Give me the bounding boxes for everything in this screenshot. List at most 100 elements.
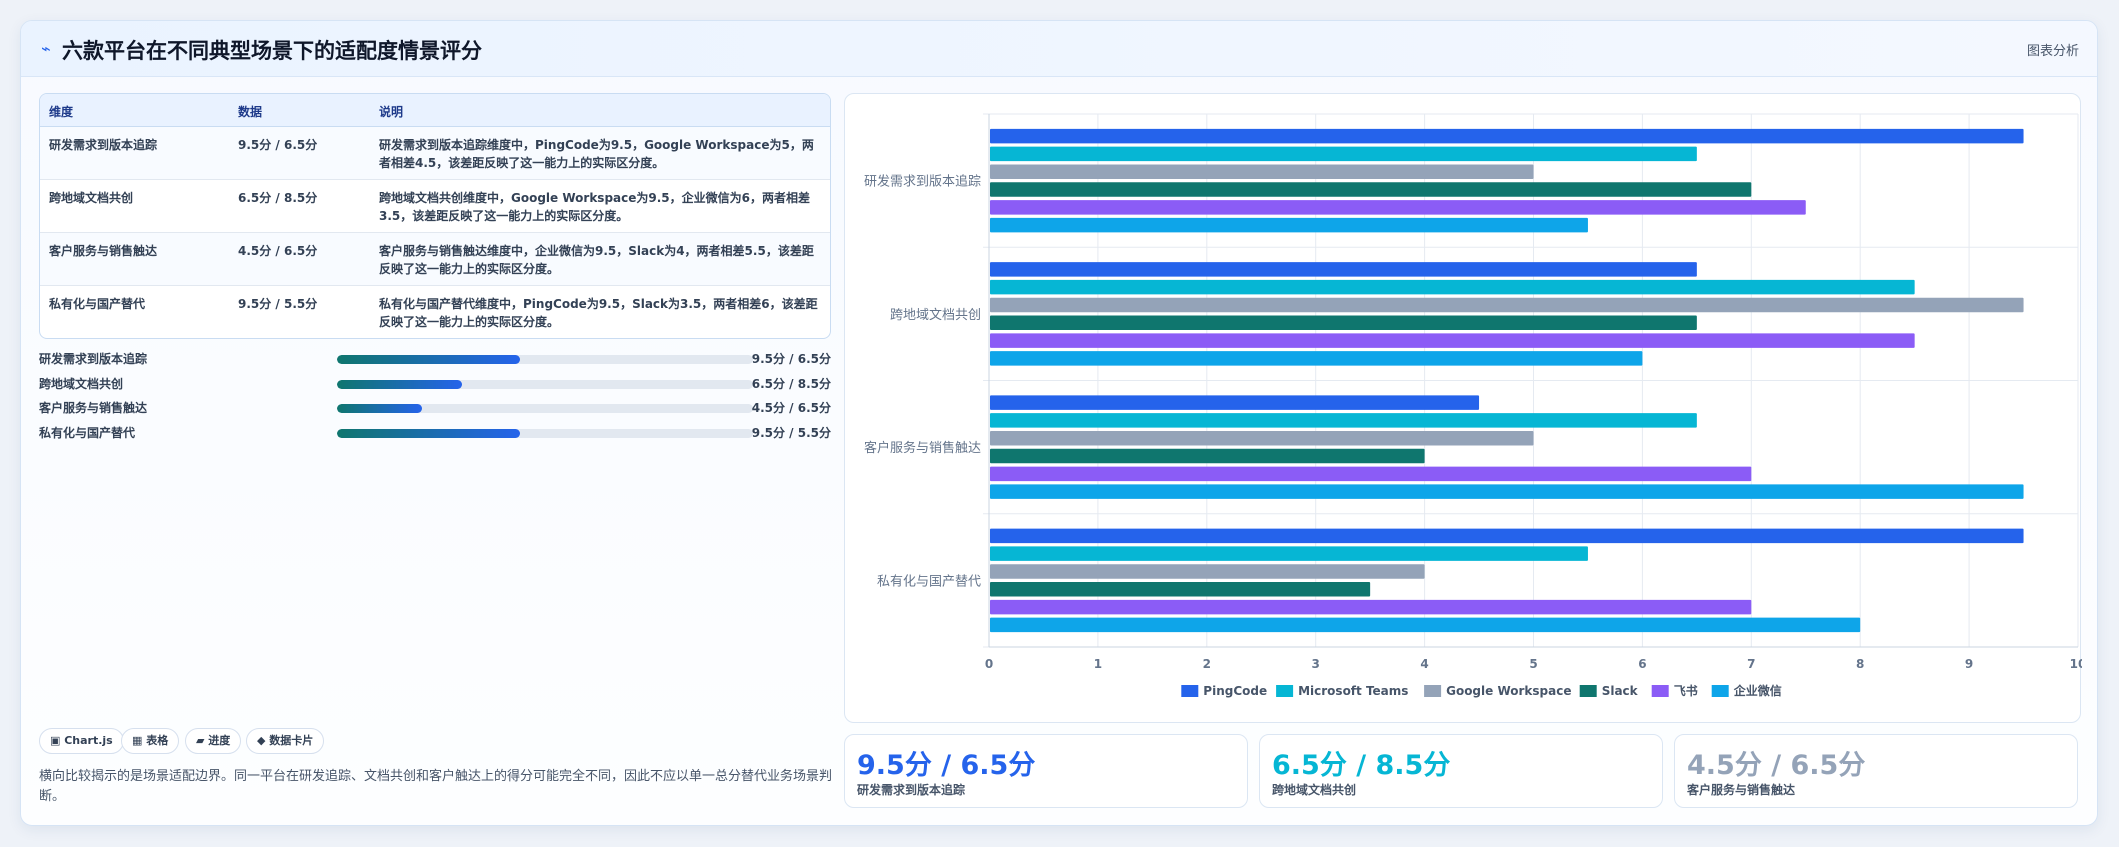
legend-label: Slack (1602, 684, 1639, 698)
table-chip[interactable]: ▦ 表格 (121, 728, 180, 754)
chart-analysis-link[interactable]: 图表分析 (2026, 44, 2079, 59)
table-row: 私有化与国产替代 9.5分 / 5.5分 私有化与国产替代维度中，PingCode为… (40, 286, 830, 338)
progress-track (337, 404, 753, 413)
progress-fill (337, 379, 462, 389)
legend-swatch (1651, 685, 1669, 697)
progress-label: 客户服务与销售触达 (39, 401, 148, 415)
stat-label: 客户服务与销售触达 (1687, 783, 1796, 797)
data-table: 维度 数据 说明 研发需求到版本追踪 9.5分 / 6.5分 研发需求到版本追踪维度… (39, 93, 831, 339)
x-tick-label: 9 (1965, 657, 1973, 671)
table-cell-description: 客户服务与销售触达维度中，企业微信为9.5，Slack为4，两者相差5.5，该差… (379, 244, 814, 276)
column-header-dimension: 维度 (49, 105, 74, 119)
progress-value: 9.5分 / 5.5分 (751, 425, 831, 440)
category-label: 跨地域文档共创 (890, 308, 981, 323)
legend-label: Microsoft Teams (1298, 684, 1408, 698)
table-row: 跨地域文档共创 6.5分 / 8.5分 跨地域文档共创维度中，Google Work… (40, 180, 830, 233)
table-cell-dimension: 跨地域文档共创 (49, 191, 134, 205)
column-header-data: 数据 (238, 105, 263, 119)
page-title: 六款平台在不同典型场景下的适配度情景评分 (62, 39, 482, 63)
table-cell-description: 私有化与国产替代维度中，PingCode为9.5，Slack为3.5，两者相差6… (379, 297, 818, 329)
x-tick-label: 0 (985, 657, 993, 671)
x-tick-label: 5 (1529, 657, 1537, 671)
stat-value: 9.5分 / 6.5分 (857, 750, 1036, 781)
bar (990, 351, 1643, 366)
progress-label: 研发需求到版本追踪 (39, 352, 148, 366)
stat-card: 9.5分 / 6.5分 研发需求到版本追踪 (844, 734, 1248, 808)
legend-swatch (1181, 685, 1199, 697)
bar (990, 279, 1915, 295)
table-cell-description: 研发需求到版本追踪维度中，PingCode为9.5，Google Workspa… (379, 138, 814, 170)
table-cell-data: 9.5分 / 6.5分 (238, 138, 318, 152)
bar (990, 484, 2024, 499)
progress-label: 跨地域文档共创 (39, 376, 124, 391)
x-tick-label: 2 (1203, 657, 1211, 671)
bar (990, 413, 1697, 428)
progress-track (337, 428, 753, 438)
table-row: 客户服务与销售触达 4.5分 / 6.5分 客户服务与销售触达维度中，企业微信为9.… (40, 233, 830, 286)
progress-track (337, 355, 753, 364)
progress-row: 研发需求到版本追踪 9.5分 / 6.5分 (39, 349, 831, 369)
bar (990, 617, 1861, 633)
progress-row: 跨地域文档共创 6.5分 / 8.5分 (39, 374, 831, 394)
bar (990, 164, 1534, 179)
legend-swatch (1424, 685, 1442, 697)
table-cell-dimension: 私有化与国产替代 (49, 297, 146, 311)
bar (990, 217, 1588, 233)
chart-line-icon: ⌁ (41, 39, 51, 58)
bar (990, 200, 1806, 215)
summary-text: 横向比较揭示的是场景适配边界。同一平台在研发追踪、文档共创和客户触达上的得分可能… (39, 769, 833, 804)
bar (990, 297, 2024, 313)
column-header-description: 说明 (379, 105, 404, 119)
stat-value: 4.5分 / 6.5分 (1687, 750, 1866, 781)
bar (990, 182, 1752, 197)
legend-swatch (1711, 685, 1729, 697)
x-tick-label: 10 (2070, 657, 2082, 671)
table-cell-dimension: 研发需求到版本追踪 (49, 138, 158, 152)
progress-row: 私有化与国产替代 9.5分 / 5.5分 (39, 423, 831, 443)
card-header: ⌁ 六款平台在不同典型场景下的适配度情景评分 图表分析 (21, 21, 2097, 77)
bar (990, 599, 1752, 615)
table-header: 维度 数据 说明 (40, 94, 830, 127)
x-tick-label: 8 (1856, 657, 1864, 671)
data-card-chip[interactable]: ◆ 数据卡片 (246, 728, 325, 754)
table-cell-description: 跨地域文档共创维度中，Google Workspace为9.5，企业微信为6，两… (379, 191, 811, 223)
x-tick-label: 7 (1747, 657, 1755, 671)
progress-track (337, 379, 753, 389)
table-cell-data: 4.5分 / 6.5分 (238, 244, 318, 258)
stat-card: 6.5分 / 8.5分 跨地域文档共创 (1259, 734, 1663, 808)
legend-label: 企业微信 (1733, 683, 1782, 698)
table-cell-dimension: 客户服务与销售触达 (49, 244, 158, 258)
progress-fill (337, 428, 521, 438)
bar-chart: 0 1 2 3 4 5 6 7 8 9 10 研发需求到版本追踪跨地域文档共创客户服务与销售触达私有化… (864, 113, 2082, 698)
legend-label: PingCode (1203, 684, 1267, 698)
category-label: 私有化与国产替代 (877, 574, 981, 589)
x-tick-label: 4 (1420, 657, 1428, 671)
progress-chip[interactable]: ▰ 进度 (185, 728, 242, 754)
x-tick-label: 3 (1312, 657, 1320, 671)
x-tick-label: 1 (1094, 657, 1102, 671)
stat-card: 4.5分 / 6.5分 客户服务与销售触达 (1674, 734, 2078, 808)
legend-swatch (1579, 685, 1597, 697)
chart-panel: 0 1 2 3 4 5 6 7 8 9 10 研发需求到版本追踪跨地域文档共创客户服务与销售触达私有化… (844, 93, 2082, 723)
bar (990, 146, 1697, 162)
category-label: 客户服务与销售触达 (864, 440, 981, 456)
table-cell-data: 9.5分 / 5.5分 (238, 297, 318, 311)
legend-swatch (1276, 685, 1294, 697)
legend-label: 飞书 (1674, 683, 1698, 698)
progress-value: 6.5分 / 8.5分 (751, 376, 831, 391)
bar (990, 262, 1697, 277)
stat-label: 跨地域文档共创 (1272, 783, 1357, 797)
category-label: 研发需求到版本追踪 (864, 174, 981, 190)
bar (990, 564, 1425, 579)
stat-label: 研发需求到版本追踪 (857, 783, 966, 797)
bar (990, 395, 1480, 410)
progress-fill (337, 355, 521, 364)
progress-value: 9.5分 / 6.5分 (751, 352, 831, 366)
table-cell-data: 6.5分 / 8.5分 (238, 191, 318, 205)
bar (990, 546, 1588, 561)
bar (990, 315, 1697, 331)
chartjs-chip[interactable]: ▣ Chart.js (39, 728, 124, 754)
progress-label: 私有化与国产替代 (39, 425, 136, 440)
stat-value: 6.5分 / 8.5分 (1272, 750, 1451, 781)
dashboard-card: ⌁ 六款平台在不同典型场景下的适配度情景评分 图表分析 维度 数据 说明 研发需… (20, 20, 2098, 826)
